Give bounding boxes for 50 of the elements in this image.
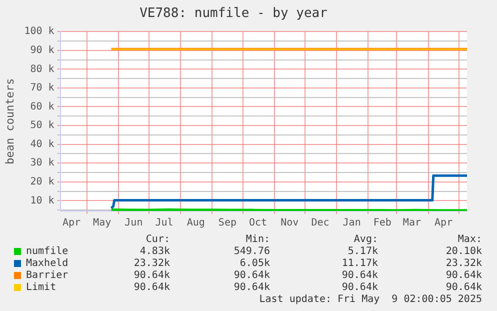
text: 90.64k — [444, 282, 482, 294]
text: 90.64k — [232, 282, 270, 294]
text: 23.32k — [444, 258, 482, 270]
text: 90.64k — [232, 270, 270, 282]
y-tick-label: 60 k — [30, 101, 54, 112]
text: 11.17k — [340, 258, 378, 270]
x-tick-label: Apr — [434, 218, 453, 229]
x-tick-label: Aug — [186, 218, 205, 229]
y-tick-label: 40 k — [30, 138, 54, 150]
chart-title: VE788: numfile - by year — [140, 6, 328, 22]
x-tick-label: Jul — [155, 218, 174, 229]
y-tick-label: 20 k — [30, 176, 54, 188]
x-tick-label: Dec — [311, 218, 330, 229]
legend-label: Barrier — [26, 270, 68, 282]
text: 5.17k — [346, 246, 378, 258]
legend-label: Maxheld — [26, 258, 68, 270]
x-tick-label: Oct — [249, 218, 268, 229]
y-tick-label: 100 k — [24, 26, 54, 38]
text: 90.64k — [132, 282, 170, 294]
text: 549.76 — [232, 246, 270, 258]
y-tick-label: 80 k — [30, 64, 54, 75]
x-tick-label: Mar — [402, 218, 421, 229]
y-axis-title: bean counters — [3, 78, 16, 164]
x-tick-label: Nov — [280, 218, 299, 229]
text: 90.64k — [340, 282, 378, 294]
x-tick-label: Sep — [218, 218, 236, 229]
legend-label: Limit — [26, 282, 56, 294]
y-tick-label: 50 k — [30, 120, 54, 132]
legend-label: numfile — [26, 246, 68, 258]
x-tick-label: May — [93, 218, 112, 229]
y-tick-label: 30 k — [30, 158, 54, 169]
text: 23.32k — [132, 258, 170, 270]
y-tick-label: 70 k — [30, 82, 54, 94]
text: 6.05k — [238, 258, 270, 270]
text: Max: — [456, 234, 482, 246]
x-tick-label: Jun — [124, 218, 143, 229]
text: Avg: — [352, 234, 378, 246]
x-tick-label: Apr — [62, 218, 81, 229]
text: 20.10k — [444, 246, 482, 258]
x-tick-label: Feb — [373, 218, 392, 229]
x-tick-label: Jan — [342, 218, 361, 229]
text: Cur: — [144, 234, 170, 246]
text: 4.83k — [138, 246, 170, 258]
y-tick-label: 10 k — [30, 195, 54, 206]
text: 90.64k — [444, 270, 482, 282]
text: Last update: Fri May 9 02:00:05 2025 — [258, 294, 482, 306]
y-tick-label: 90 k — [30, 44, 54, 56]
text: 90.64k — [340, 270, 378, 282]
text: 90.64k — [132, 270, 170, 282]
text: Min: — [244, 234, 270, 246]
